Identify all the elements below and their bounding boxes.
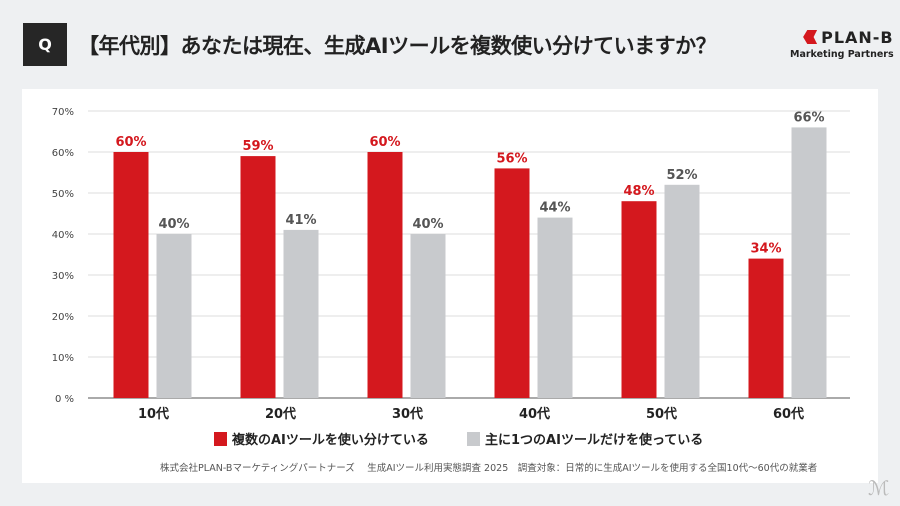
legend-label: 複数のAIツールを使い分けている: [232, 433, 429, 448]
logo-mark-icon: [803, 30, 818, 44]
y-tick-label: 40%: [52, 230, 74, 241]
data-label: 40%: [158, 217, 189, 232]
bar: [283, 229, 319, 398]
data-label: 40%: [412, 217, 443, 232]
bar: [240, 156, 276, 398]
bar: [494, 168, 530, 398]
y-tick-label: 60%: [52, 148, 74, 159]
x-tick-label: 50代: [646, 406, 677, 422]
legend-swatch: [467, 431, 480, 446]
data-label: 60%: [115, 135, 146, 150]
data-label: 48%: [623, 184, 654, 199]
legend-item-single: 主に1つのAIツールだけを使っている: [467, 429, 703, 448]
bar: [367, 152, 403, 398]
y-tick-label: 0 %: [55, 394, 74, 405]
x-tick-label: 10代: [138, 406, 169, 422]
bar: [410, 234, 446, 398]
bar: [621, 201, 657, 398]
y-tick-label: 10%: [52, 353, 74, 364]
footer-source: 株式会社PLAN-Bマーケティングパートナーズ 生成AIツール利用実態調査 20…: [160, 463, 818, 474]
data-label: 59%: [242, 139, 273, 154]
logo-name: PLAN-B: [821, 28, 894, 47]
x-tick-label: 30代: [392, 406, 423, 422]
legend-item-multi: 複数のAIツールを使い分けている: [214, 429, 429, 448]
bar: [664, 184, 700, 398]
data-label: 34%: [750, 242, 781, 257]
bar: [537, 217, 573, 398]
question-badge: Q: [23, 23, 67, 66]
data-label: 66%: [793, 110, 824, 125]
legend-swatch: [214, 431, 227, 446]
y-tick-label: 20%: [52, 312, 74, 323]
y-tick-label: 70%: [52, 107, 74, 118]
x-tick-label: 40代: [519, 406, 550, 422]
bar: [156, 234, 192, 398]
x-tick-label: 60代: [773, 406, 804, 422]
bar: [791, 127, 827, 399]
legend-label: 主に1つのAIツールだけを使っている: [485, 433, 704, 448]
bar: [113, 152, 149, 398]
logo: PLAN-B Marketing Partners: [790, 28, 894, 60]
y-tick-label: 50%: [52, 189, 74, 200]
data-label: 41%: [285, 213, 316, 228]
data-label: 44%: [539, 201, 570, 216]
watermark-logo: ℳ: [868, 476, 890, 500]
logo-sub: Marketing Partners: [790, 49, 894, 60]
data-label: 56%: [496, 151, 527, 166]
bar: [748, 258, 784, 398]
y-tick-label: 30%: [52, 271, 74, 282]
data-label: 52%: [666, 168, 697, 183]
data-label: 60%: [369, 135, 400, 150]
q-label: Q: [38, 35, 52, 54]
page-title: 【年代別】あなたは現在、生成AIツールを複数使い分けていますか？: [78, 34, 717, 58]
x-tick-label: 20代: [265, 406, 296, 422]
